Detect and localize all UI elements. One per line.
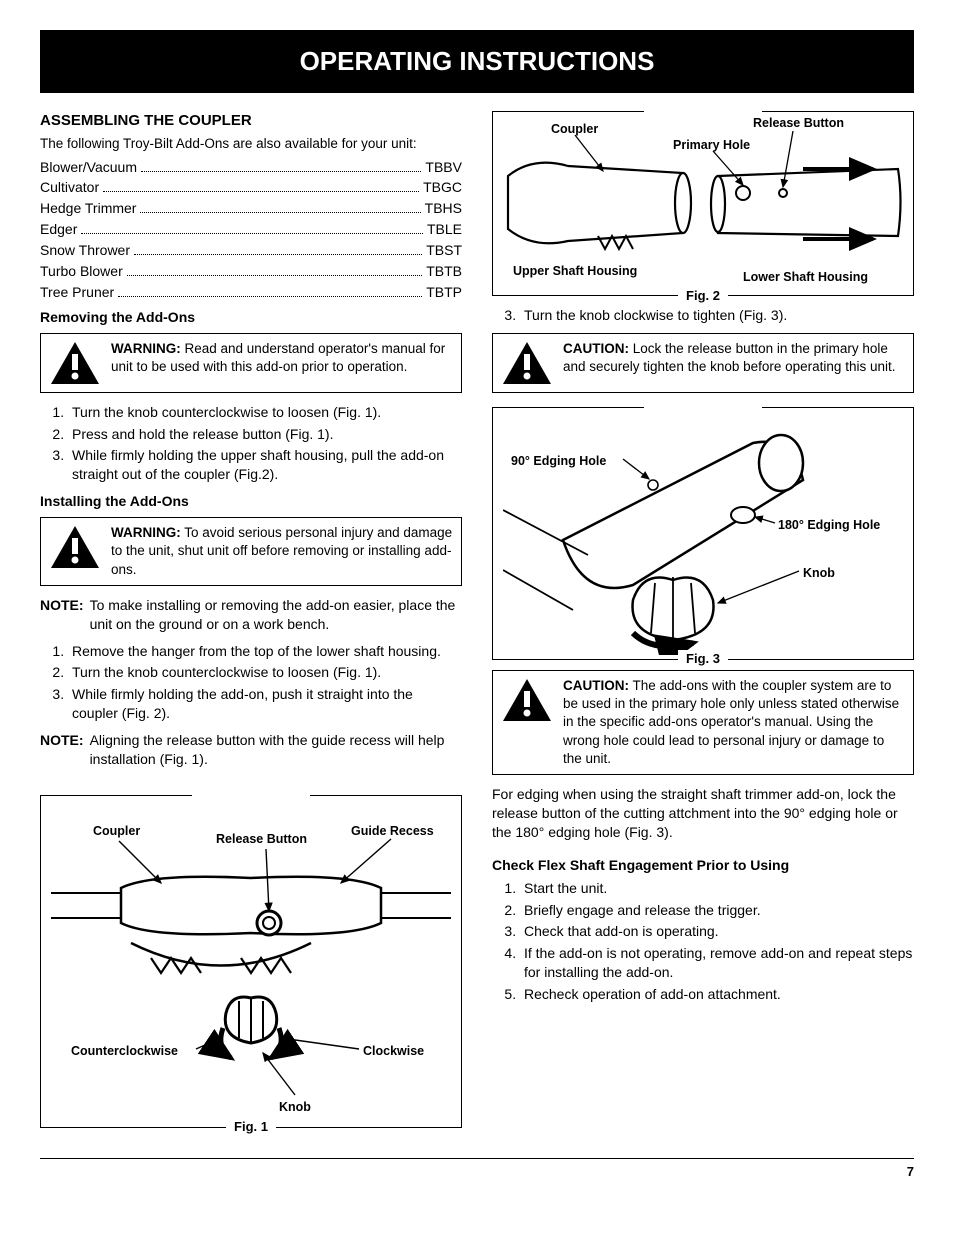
step-item: Turn the knob counterclockwise to loosen… xyxy=(68,663,462,682)
step-item: If the add-on is not operating, remove a… xyxy=(520,944,914,982)
addon-name: Edger xyxy=(40,220,77,239)
warning-label: WARNING: xyxy=(111,341,181,356)
page-footer: 7 xyxy=(40,1158,914,1181)
warning-label: WARNING: xyxy=(111,525,181,540)
figure-3-body: 90° Edging Hole 180° Edging Hole Knob xyxy=(503,425,903,655)
addon-code: TBHS xyxy=(425,199,462,218)
step-item: Turn the knob counterclockwise to loosen… xyxy=(68,403,462,422)
fig1-caption: Fig. 1 xyxy=(226,1118,276,1136)
fig1-label-guide: Guide Recess xyxy=(351,823,434,840)
note-text: To make installing or removing the add-o… xyxy=(90,596,462,634)
warning-icon xyxy=(49,340,101,386)
addon-row: Cultivator TBGC xyxy=(40,178,462,197)
figure-2: Coupler Release Button Primary Hole Uppe… xyxy=(492,111,914,296)
step-item: Start the unit. xyxy=(520,879,914,898)
addon-row: Edger TBLE xyxy=(40,220,462,239)
addon-name: Tree Pruner xyxy=(40,283,114,302)
addon-code: TBST xyxy=(426,241,462,260)
addon-row: Hedge Trimmer TBHS xyxy=(40,199,462,218)
fig2-label-coupler: Coupler xyxy=(551,121,598,138)
warning-text-2: WARNING: To avoid serious personal injur… xyxy=(111,524,453,579)
addon-list: Blower/Vacuum TBBV Cultivator TBGC Hedge Tri… xyxy=(40,158,462,302)
step-item: Turn the knob clockwise to tighten (Fig.… xyxy=(520,306,914,325)
figure-1: Coupler Release Button Guide Recess Coun… xyxy=(40,795,462,1128)
note-2: NOTE: Aligning the release button with t… xyxy=(40,731,462,769)
addon-name: Blower/Vacuum xyxy=(40,158,137,177)
note-1: NOTE: To make installing or removing the… xyxy=(40,596,462,634)
fig2-caption: Fig. 2 xyxy=(678,287,728,305)
addon-row: Blower/Vacuum TBBV xyxy=(40,158,462,177)
warning-icon xyxy=(49,524,101,570)
warning-box-2: WARNING: To avoid serious personal injur… xyxy=(40,517,462,586)
fig3-caption: Fig. 3 xyxy=(678,650,728,668)
addon-code: TBTP xyxy=(426,283,462,302)
addon-name: Cultivator xyxy=(40,178,99,197)
figure-2-body: Coupler Release Button Primary Hole Uppe… xyxy=(503,121,903,291)
warning-text-1: WARNING: Read and understand operator's … xyxy=(111,340,453,386)
caution-text-2: CAUTION: The add-ons with the coupler sy… xyxy=(563,677,905,768)
caution-box-1: CAUTION: Lock the release button in the … xyxy=(492,333,914,393)
addon-code: TBBV xyxy=(425,158,462,177)
fig1-label-coupler: Coupler xyxy=(93,823,140,840)
flex-heading: Check Flex Shaft Engagement Prior to Usi… xyxy=(492,856,914,875)
addon-row: Tree Pruner TBTP xyxy=(40,283,462,302)
right-column: Coupler Release Button Primary Hole Uppe… xyxy=(492,111,914,1138)
page-number: 7 xyxy=(907,1164,914,1179)
fig3-label-180: 180° Edging Hole xyxy=(778,517,880,534)
step-item: Recheck operation of add-on attachment. xyxy=(520,985,914,1004)
step-item: Remove the hanger from the top of the lo… xyxy=(68,642,462,661)
note-text: Aligning the release button with the gui… xyxy=(90,731,462,769)
addon-name: Snow Thrower xyxy=(40,241,130,260)
warning-icon xyxy=(501,677,553,723)
fig3-label-knob: Knob xyxy=(803,565,835,582)
fig3-label-90: 90° Edging Hole xyxy=(511,453,606,470)
step-item: While firmly holding the add-on, push it… xyxy=(68,685,462,723)
addon-code: TBGC xyxy=(423,178,462,197)
installing-heading: Installing the Add-Ons xyxy=(40,492,462,511)
caution-label: CAUTION: xyxy=(563,678,629,693)
caution-box-2: CAUTION: The add-ons with the coupler sy… xyxy=(492,670,914,775)
intro-text: The following Troy-Bilt Add-Ons are also… xyxy=(40,135,462,153)
removing-heading: Removing the Add-Ons xyxy=(40,308,462,327)
installing-steps: Remove the hanger from the top of the lo… xyxy=(40,642,462,724)
edging-paragraph: For edging when using the straight shaft… xyxy=(492,785,914,842)
warning-icon xyxy=(501,340,553,386)
fig2-label-lower: Lower Shaft Housing xyxy=(743,269,868,286)
fig2-label-release: Release Button xyxy=(753,115,844,132)
addon-row: Turbo Blower TBTB xyxy=(40,262,462,281)
fig1-label-ccw: Counterclockwise xyxy=(71,1043,178,1060)
figure-1-body: Coupler Release Button Guide Recess Coun… xyxy=(51,823,451,1123)
step-item: Check that add-on is operating. xyxy=(520,922,914,941)
fig1-label-release: Release Button xyxy=(216,831,307,848)
addon-name: Hedge Trimmer xyxy=(40,199,136,218)
addon-name: Turbo Blower xyxy=(40,262,123,281)
figure-3: 90° Edging Hole 180° Edging Hole Knob xyxy=(492,407,914,660)
step-3: Turn the knob clockwise to tighten (Fig.… xyxy=(492,306,914,325)
fig1-diagram xyxy=(51,823,451,1123)
content-columns: ASSEMBLING THE COUPLER The following Tro… xyxy=(40,111,914,1138)
addon-code: TBLE xyxy=(427,220,462,239)
fig2-label-primary: Primary Hole xyxy=(673,137,750,154)
fig1-label-cw: Clockwise xyxy=(363,1043,424,1060)
page-title: OPERATING INSTRUCTIONS xyxy=(40,30,914,93)
caution-label: CAUTION: xyxy=(563,341,629,356)
caution-text-1: CAUTION: Lock the release button in the … xyxy=(563,340,905,386)
fig2-label-upper: Upper Shaft Housing xyxy=(513,263,637,280)
step-item: While firmly holding the upper shaft hou… xyxy=(68,446,462,484)
left-column: ASSEMBLING THE COUPLER The following Tro… xyxy=(40,111,462,1138)
step-item: Briefly engage and release the trigger. xyxy=(520,901,914,920)
step-item: Press and hold the release button (Fig. … xyxy=(68,425,462,444)
warning-box-1: WARNING: Read and understand operator's … xyxy=(40,333,462,393)
addon-code: TBTB xyxy=(426,262,462,281)
addon-row: Snow Thrower TBST xyxy=(40,241,462,260)
note-label: NOTE: xyxy=(40,596,84,634)
assembling-heading: ASSEMBLING THE COUPLER xyxy=(40,111,462,131)
removing-steps: Turn the knob counterclockwise to loosen… xyxy=(40,403,462,485)
note-label: NOTE: xyxy=(40,731,84,769)
fig1-label-knob: Knob xyxy=(279,1099,311,1116)
flex-steps: Start the unit. Briefly engage and releas… xyxy=(492,879,914,1004)
